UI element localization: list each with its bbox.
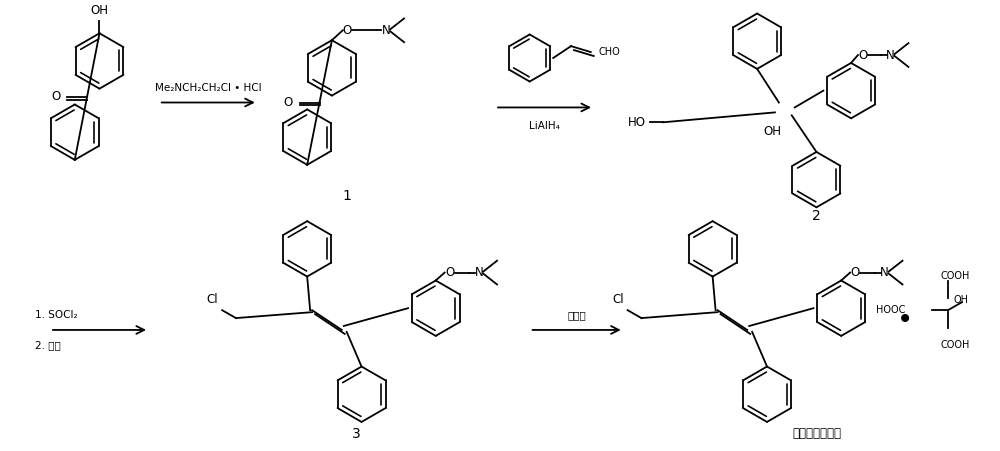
Text: HOOC: HOOC (876, 305, 905, 315)
Text: O: O (284, 96, 293, 109)
Text: Cl: Cl (612, 293, 624, 306)
Text: 2. 拆分: 2. 拆分 (35, 340, 61, 350)
Text: O: O (850, 266, 860, 279)
Text: 2: 2 (812, 209, 821, 223)
Text: 1: 1 (342, 189, 351, 203)
Text: 1. SOCl₂: 1. SOCl₂ (35, 310, 78, 320)
Text: N: N (880, 266, 889, 279)
Text: N: N (382, 24, 391, 37)
Text: O: O (342, 24, 351, 37)
Text: LiAlH₄: LiAlH₄ (529, 121, 560, 131)
Text: O: O (445, 266, 454, 279)
Text: O: O (51, 90, 60, 103)
Text: OH: OH (954, 295, 969, 305)
Text: COOH: COOH (940, 271, 969, 281)
Text: N: N (886, 49, 895, 61)
Text: 3: 3 (352, 427, 361, 441)
Text: COOH: COOH (940, 340, 969, 350)
Text: N: N (475, 266, 484, 279)
Text: 枸橼酸托瑞米芬: 枸橼酸托瑞米芬 (792, 427, 841, 440)
Text: Cl: Cl (207, 293, 218, 306)
Text: OH: OH (90, 5, 108, 18)
Text: OH: OH (764, 125, 782, 138)
Text: HO: HO (628, 116, 646, 129)
Text: •: • (897, 306, 914, 334)
Text: 枸橼酸: 枸橼酸 (567, 310, 586, 320)
Text: O: O (858, 49, 868, 61)
Text: Me₂NCH₂CH₂Cl • HCl: Me₂NCH₂CH₂Cl • HCl (155, 83, 262, 92)
Text: CHO: CHO (599, 47, 620, 57)
